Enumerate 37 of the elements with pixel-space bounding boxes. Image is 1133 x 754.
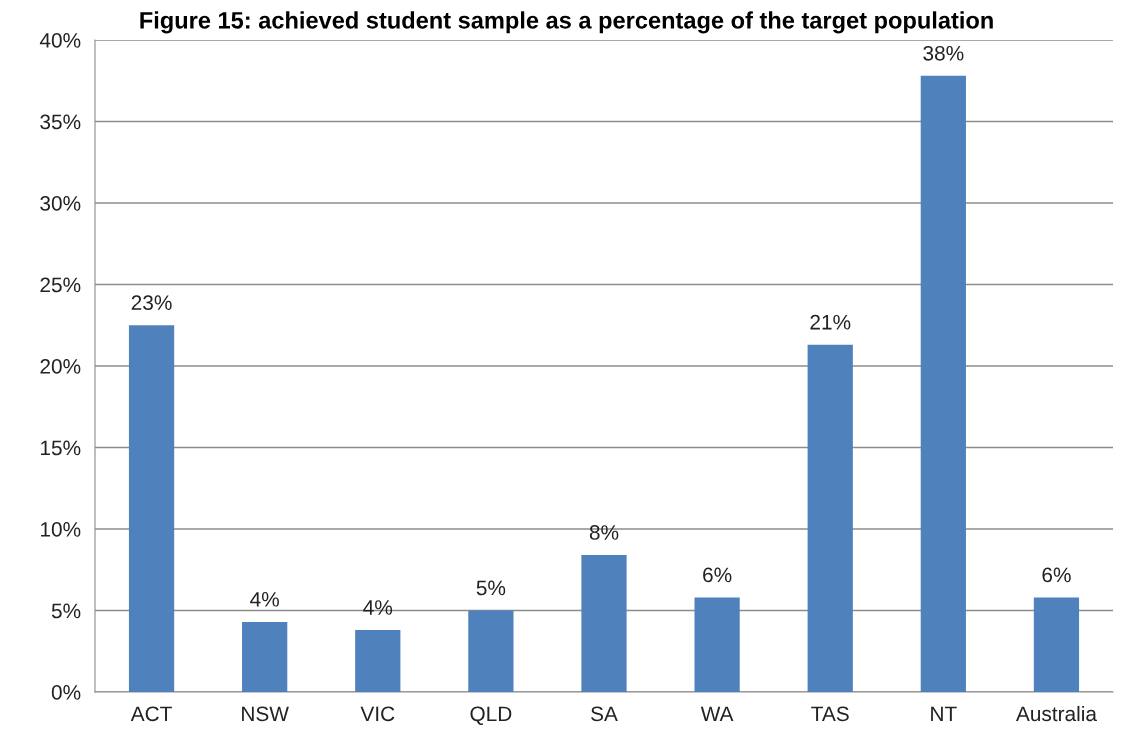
x-tick-label: WA [700,706,734,721]
data-label: 23% [131,295,172,311]
bar [468,610,514,692]
y-tick-label: 5% [51,603,81,619]
x-tick-label: QLD [470,706,512,725]
x-tick-label: VIC [360,706,395,722]
bar [355,630,401,692]
bar [694,597,740,692]
bar [1033,597,1080,692]
x-tick-label: ACT [130,706,172,722]
y-tick-label: 20% [40,359,81,374]
chart-title: Figure 15: achieved student sample as a percentage of the target population [140,11,993,34]
y-tick-label: 35% [40,114,81,130]
x-tick-label: Australia [1015,705,1097,722]
y-tick-label: 25% [40,277,81,293]
data-label: 5% [476,580,506,596]
x-tick-label: NT [931,706,957,721]
data-label: 8% [589,525,619,540]
y-tick-label: 15% [41,440,81,456]
x-tick-label: TAS [811,706,849,722]
data-label: 21% [810,314,851,330]
bar [242,621,288,692]
data-label: 4% [250,592,279,607]
bar [581,555,627,692]
y-tick-label: 10% [41,522,81,537]
data-label: 4% [363,600,393,615]
bar [920,75,966,692]
data-label: 6% [1042,567,1071,583]
bar [807,344,853,692]
data-label: 38% [923,45,964,61]
y-tick-label: 30% [40,196,81,211]
y-tick-label: 40% [39,33,81,48]
x-tick-label: SA [591,706,618,722]
data-label: 6% [703,567,732,583]
y-tick-label: 0% [51,685,81,700]
bar [128,325,175,692]
x-tick-label: NSW [242,706,289,722]
